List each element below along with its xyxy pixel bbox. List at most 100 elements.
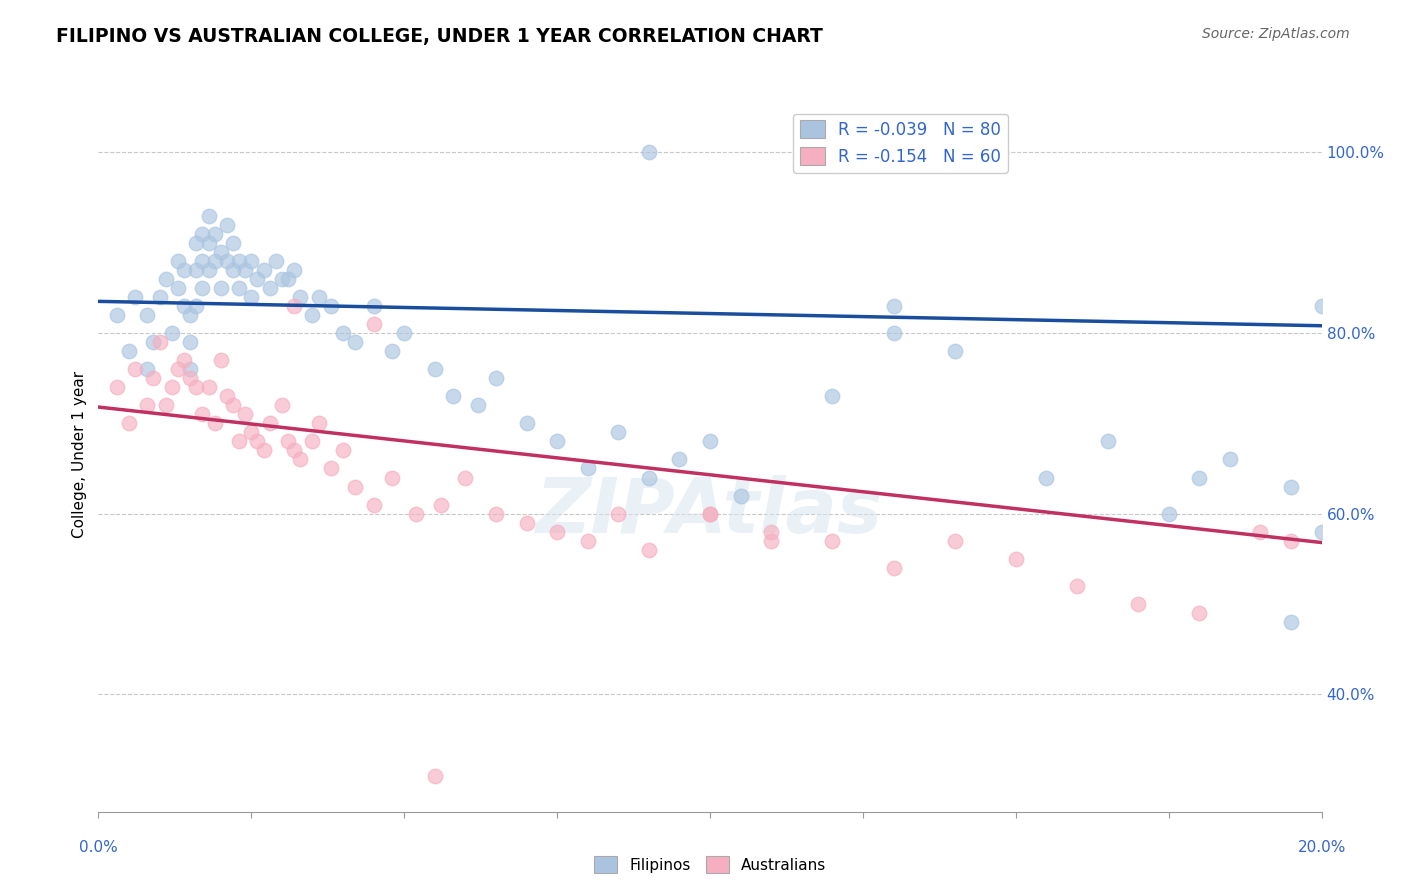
Point	[149, 334, 172, 349]
Point	[277, 434, 299, 449]
Point	[233, 407, 256, 421]
Point	[252, 443, 274, 458]
Point	[283, 262, 305, 277]
Point	[1004, 551, 1026, 566]
Text: Source: ZipAtlas.com: Source: ZipAtlas.com	[1202, 27, 1350, 41]
Point	[607, 425, 630, 440]
Point	[179, 334, 201, 349]
Point	[160, 326, 183, 340]
Point	[1279, 615, 1302, 629]
Point	[883, 299, 905, 313]
Point	[179, 371, 201, 385]
Point	[423, 768, 446, 782]
Point	[136, 362, 159, 376]
Point	[160, 380, 183, 394]
Point	[423, 362, 446, 376]
Point	[699, 434, 721, 449]
Text: 20.0%: 20.0%	[1298, 840, 1346, 855]
Point	[155, 398, 177, 412]
Point	[186, 380, 208, 394]
Point	[167, 253, 190, 268]
Point	[485, 507, 508, 521]
Point	[883, 561, 905, 575]
Point	[363, 498, 385, 512]
Point	[546, 524, 568, 539]
Point	[576, 461, 599, 475]
Point	[270, 272, 292, 286]
Point	[186, 262, 208, 277]
Point	[344, 334, 367, 349]
Y-axis label: College, Under 1 year: College, Under 1 year	[72, 371, 87, 539]
Point	[240, 253, 263, 268]
Point	[1157, 507, 1180, 521]
Point	[191, 253, 214, 268]
Point	[179, 362, 201, 376]
Point	[149, 290, 172, 304]
Point	[1279, 533, 1302, 548]
Point	[699, 507, 721, 521]
Point	[215, 218, 238, 232]
Point	[215, 253, 238, 268]
Text: 0.0%: 0.0%	[79, 840, 118, 855]
Point	[821, 533, 844, 548]
Legend: Filipinos, Australians: Filipinos, Australians	[588, 850, 832, 879]
Point	[204, 227, 226, 241]
Point	[699, 507, 721, 521]
Point	[136, 308, 159, 322]
Point	[290, 290, 312, 304]
Point	[392, 326, 416, 340]
Point	[124, 362, 146, 376]
Point	[308, 290, 330, 304]
Point	[197, 262, 219, 277]
Point	[222, 262, 245, 277]
Point	[1279, 479, 1302, 493]
Point	[344, 479, 367, 493]
Point	[259, 281, 281, 295]
Point	[240, 425, 263, 440]
Point	[105, 380, 128, 394]
Point	[264, 253, 287, 268]
Point	[759, 533, 782, 548]
Point	[668, 452, 690, 467]
Point	[246, 272, 269, 286]
Point	[485, 371, 508, 385]
Point	[759, 524, 782, 539]
Point	[191, 281, 214, 295]
Point	[381, 470, 404, 484]
Point	[191, 407, 214, 421]
Point	[381, 344, 404, 359]
Point	[118, 417, 141, 431]
Point	[179, 308, 201, 322]
Point	[1035, 470, 1057, 484]
Point	[430, 498, 453, 512]
Point	[319, 461, 342, 475]
Point	[197, 209, 219, 223]
Point	[173, 353, 195, 368]
Point	[209, 353, 232, 368]
Point	[301, 308, 323, 322]
Point	[883, 326, 905, 340]
Point	[270, 398, 292, 412]
Point	[197, 235, 219, 250]
Point	[283, 299, 305, 313]
Point	[222, 235, 245, 250]
Point	[197, 380, 219, 394]
Point	[363, 317, 385, 331]
Point	[173, 299, 195, 313]
Point	[191, 227, 214, 241]
Point	[516, 417, 538, 431]
Point	[240, 290, 263, 304]
Point	[1219, 452, 1241, 467]
Point	[167, 281, 190, 295]
Point	[821, 389, 844, 403]
Point	[233, 262, 256, 277]
Point	[209, 281, 232, 295]
Point	[454, 470, 477, 484]
Point	[283, 443, 305, 458]
Point	[637, 145, 661, 160]
Point	[607, 507, 630, 521]
Point	[252, 262, 274, 277]
Point	[308, 417, 330, 431]
Point	[155, 272, 177, 286]
Point	[228, 434, 250, 449]
